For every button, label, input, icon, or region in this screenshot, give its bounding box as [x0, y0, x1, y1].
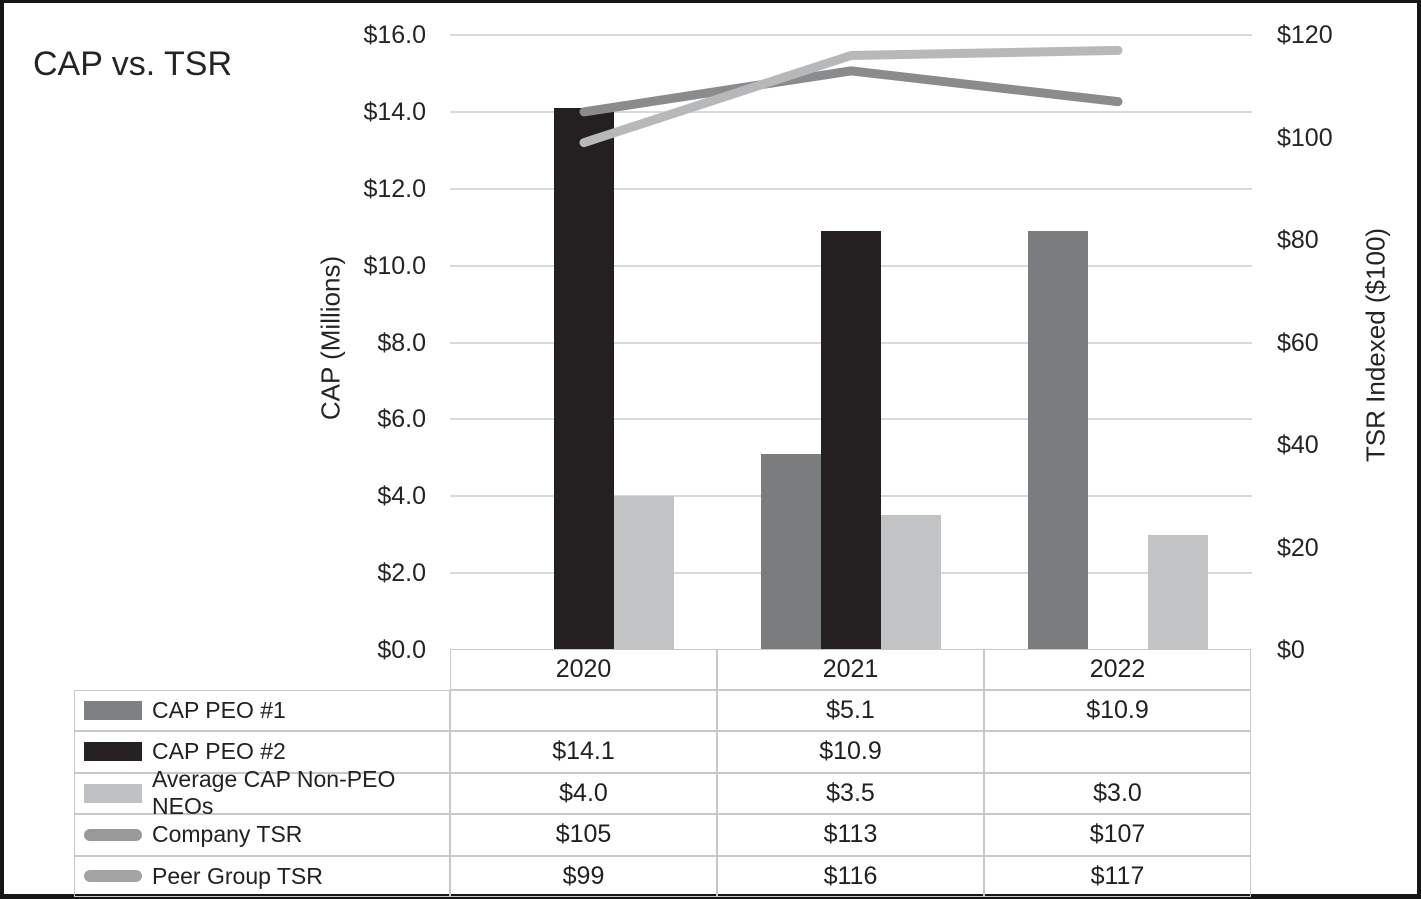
table-cell: $3.0: [984, 772, 1251, 814]
bar-average-cap-non-peo-neos: [881, 515, 941, 650]
line-peer-group-tsr: [579, 45, 1123, 148]
table-cell: $113: [717, 814, 984, 856]
table-year-header: 2020: [450, 649, 717, 690]
table-cell: $10.9: [984, 689, 1251, 731]
right-axis-tick-label: $20: [1277, 533, 1319, 562]
legend-swatch-company-tsr: [84, 828, 142, 841]
legend-swatch-cap-peo-1: [84, 700, 142, 720]
left-axis-tick-label: $4.0: [377, 482, 426, 511]
legend-label: Peer Group TSR: [152, 862, 323, 889]
table-cell: $99: [450, 855, 717, 897]
table-cell: $14.1: [450, 731, 717, 773]
left-axis-tick-label: $16.0: [363, 21, 426, 49]
left-axis-tick-label: $2.0: [377, 559, 426, 588]
table-row-label: Company TSR: [74, 814, 450, 856]
legend-swatch-cap-peo-2: [84, 742, 142, 762]
right-axis-tick-label: $0: [1277, 636, 1305, 664]
table-row-label: Average CAP Non-PEO NEOs: [74, 766, 450, 819]
table-corner-cell: [74, 649, 450, 690]
gridline: [450, 187, 1252, 190]
chart-title: CAP vs. TSR: [33, 45, 233, 83]
bar-cap-peo-1: [761, 453, 821, 650]
bar-cap-peo-2: [554, 108, 614, 650]
left-axis-tick-label: $8.0: [377, 328, 426, 357]
right-axis-tick-label: $100: [1277, 123, 1333, 152]
table-cell: $4.0: [450, 772, 717, 814]
right-axis-tick-label: $40: [1277, 431, 1319, 459]
bar-cap-peo-1: [1028, 231, 1088, 650]
table-cell: $116: [717, 855, 984, 897]
legend-label: Company TSR: [152, 821, 303, 848]
data-table: 2020 2021 2022 CAP PEO #1 $5.1 $10.9 CAP PEO #…: [74, 649, 1251, 897]
table-row-label: CAP PEO #2: [74, 731, 450, 773]
left-axis-tick-label: $12.0: [363, 174, 426, 203]
table-cell: $3.5: [717, 772, 984, 814]
legend-label: CAP PEO #2: [152, 738, 286, 765]
table-cell: $5.1: [717, 689, 984, 731]
right-axis-tick-label: $60: [1277, 328, 1319, 357]
table-row-label: Peer Group TSR: [74, 855, 450, 897]
left-axis-tick-label: $10.0: [363, 251, 426, 280]
left-axis-tick-label: $6.0: [377, 405, 426, 434]
table-cell: $10.9: [717, 731, 984, 773]
table-year-header: 2022: [984, 649, 1251, 690]
left-axis-tick-label: $0.0: [377, 636, 426, 664]
bar-average-cap-non-peo-neos: [614, 496, 674, 650]
gridline: [450, 34, 1252, 36]
table-cell: $105: [450, 814, 717, 856]
right-axis-tick-label: $80: [1277, 226, 1319, 254]
legend-swatch-peer-group-tsr: [84, 870, 142, 883]
right-axis-tick-label: $120: [1277, 21, 1333, 49]
bar-cap-peo-2: [821, 231, 881, 650]
line-company-tsr: [579, 66, 1123, 117]
legend-swatch-average-cap-non-peo-neos: [84, 783, 142, 803]
legend-label: Average CAP Non-PEO NEOs: [152, 766, 396, 820]
legend-label: CAP PEO #1: [152, 696, 286, 723]
table-cell: $107: [984, 814, 1251, 856]
table-cell: [450, 689, 717, 731]
bar-average-cap-non-peo-neos: [1148, 534, 1208, 650]
table-year-header: 2021: [717, 649, 984, 690]
left-axis-tick-label: $14.0: [363, 97, 426, 126]
table-cell: $117: [984, 855, 1251, 897]
table-row-label: CAP PEO #1: [74, 689, 450, 731]
table-cell: [984, 731, 1251, 773]
